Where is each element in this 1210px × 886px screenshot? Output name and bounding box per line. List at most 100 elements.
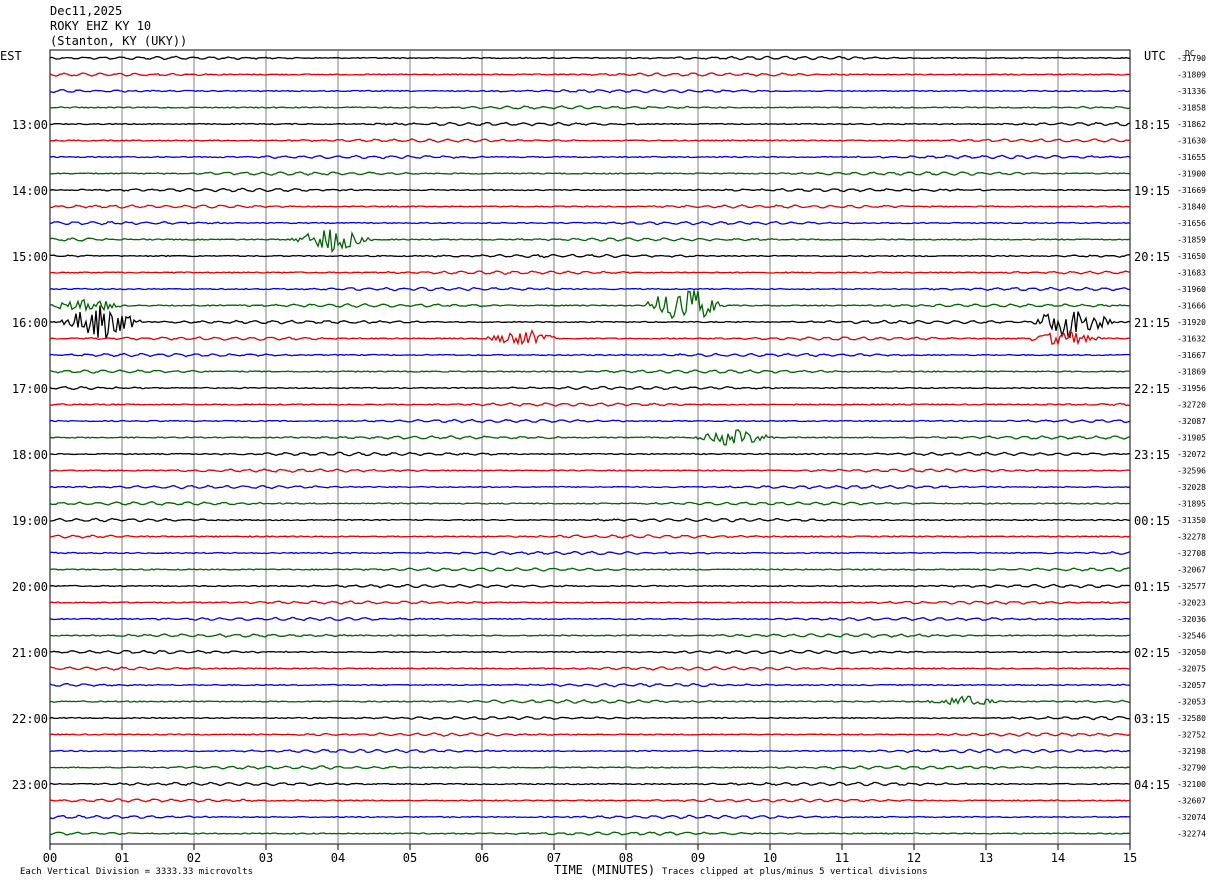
trace-line <box>49 55 1131 61</box>
trace-line <box>49 253 1131 259</box>
dc-offset-label: -32074 <box>1177 813 1206 822</box>
trace-line <box>49 633 1130 638</box>
clip-note: Traces clipped at plus/minus 5 vertical … <box>662 867 928 877</box>
trace-line <box>49 138 1131 143</box>
trace-line <box>49 352 1131 358</box>
dc-offset-label: -31862 <box>1177 120 1206 129</box>
dc-offset-label: -31655 <box>1177 153 1206 162</box>
utc-hour-label: 23:15 <box>1134 448 1170 462</box>
header-location: (Stanton, KY (UKY)) <box>50 34 188 48</box>
dc-offset-label: -31632 <box>1177 335 1206 344</box>
dc-offset-label: -32546 <box>1177 632 1206 641</box>
dc-offset-label: -32050 <box>1177 648 1206 657</box>
dc-offset-label: -32100 <box>1177 780 1206 789</box>
dc-offset-label: -31920 <box>1177 318 1206 327</box>
trace-line <box>49 501 1131 506</box>
scale-note: Each Vertical Division = 3333.33 microvo… <box>20 867 253 877</box>
utc-hour-label: 20:15 <box>1134 250 1170 264</box>
x-tick-label: 08 <box>619 851 633 865</box>
x-tick-label: 03 <box>259 851 273 865</box>
header-date: Dec11,2025 <box>50 4 123 18</box>
dc-offset-label: -31858 <box>1177 104 1206 113</box>
trace-line <box>49 600 1131 605</box>
trace-line <box>49 204 1130 209</box>
utc-hour-labels: 18:15 19:15 20:15 21:15 22:15 23:15 00:15 01:15… <box>1134 118 1170 792</box>
x-tick-label: 05 <box>403 851 417 865</box>
trace-line <box>49 171 1131 176</box>
trace-line <box>50 402 1131 407</box>
est-hour-label: 22:00 <box>12 712 48 726</box>
trace-line <box>49 429 1131 446</box>
trace-line <box>49 105 1131 110</box>
est-hour-label: 23:00 <box>12 778 48 792</box>
trace-line <box>49 270 1131 275</box>
dc-offset-label: -31656 <box>1177 219 1206 228</box>
dc-offset-label: -32023 <box>1177 599 1206 608</box>
trace-line <box>49 369 1130 374</box>
est-hour-label: 18:00 <box>12 448 48 462</box>
dc-offset-label: -32752 <box>1177 731 1206 740</box>
est-hour-labels: 13:00 14:00 15:00 16:00 17:00 18:00 19:00 20:00… <box>12 118 48 792</box>
x-tick-label: 02 <box>187 851 201 865</box>
dc-offset-label: -31350 <box>1177 516 1206 525</box>
x-tick-label: 14 <box>1051 851 1065 865</box>
trace-line <box>49 567 1131 572</box>
dc-offset-label: -32580 <box>1177 714 1206 723</box>
trace-line <box>49 732 1131 737</box>
x-tick-label: 07 <box>547 851 561 865</box>
dc-offset-label: -32577 <box>1177 582 1206 591</box>
vertical-gridlines <box>121 50 1059 844</box>
x-tick-label: 00 <box>43 851 57 865</box>
dc-offset-label: -31859 <box>1177 236 1206 245</box>
x-tick-label: 12 <box>907 851 921 865</box>
trace-line <box>49 831 1131 836</box>
est-hour-label: 21:00 <box>12 646 48 660</box>
dc-offset-label: -31956 <box>1177 384 1206 393</box>
utc-hour-label: 03:15 <box>1134 712 1170 726</box>
trace-line <box>49 715 1130 721</box>
dc-offset-label: -31336 <box>1177 87 1206 96</box>
trace-line <box>49 88 1131 94</box>
dc-offset-label: -31905 <box>1177 434 1206 443</box>
trace-line <box>49 583 1131 589</box>
est-hour-label: 17:00 <box>12 382 48 396</box>
trace-line <box>49 517 1131 523</box>
x-tick-label: 13 <box>979 851 993 865</box>
trace-line <box>49 72 1131 77</box>
utc-hour-label: 04:15 <box>1134 778 1170 792</box>
trace-line <box>49 220 1131 226</box>
trace-line <box>49 290 1131 320</box>
dc-offset-label: -32036 <box>1177 615 1206 624</box>
x-axis-ticks: 00 01 02 03 04 05 06 07 08 09 10 11 12 13 14 15 <box>43 844 1137 865</box>
utc-hour-label: 00:15 <box>1134 514 1170 528</box>
dc-offset-label: -32067 <box>1177 566 1206 575</box>
x-tick-label: 06 <box>475 851 489 865</box>
dc-offset-label: -31666 <box>1177 302 1206 311</box>
utc-hour-label: 22:15 <box>1134 382 1170 396</box>
dc-offset-labels: -31790 -31809 -31336 -31858 -31862 -31630 -316… <box>1177 54 1206 839</box>
trace-line <box>49 121 1131 127</box>
dc-offset-label: -32057 <box>1177 681 1206 690</box>
dc-offset-label: -31669 <box>1177 186 1206 195</box>
trace-line <box>50 765 1131 770</box>
left-timezone-label: EST <box>0 49 22 63</box>
trace-line <box>49 748 1131 754</box>
est-hour-label: 15:00 <box>12 250 48 264</box>
dc-offset-label: -32075 <box>1177 665 1206 674</box>
trace-line <box>49 286 1131 292</box>
x-axis-title: TIME (MINUTES) <box>554 863 656 877</box>
trace-line <box>49 814 1131 820</box>
trace-line <box>49 385 1131 391</box>
trace-line <box>49 329 1131 346</box>
x-tick-label: 15 <box>1123 851 1137 865</box>
trace-line <box>49 798 1131 803</box>
dc-offset-label: -31895 <box>1177 500 1206 509</box>
dc-offset-label: -31840 <box>1177 203 1206 212</box>
dc-offset-label: -32198 <box>1177 747 1206 756</box>
trace-line <box>49 229 1131 254</box>
trace-line <box>49 468 1131 473</box>
est-hour-label: 16:00 <box>12 316 48 330</box>
trace-line <box>49 682 1131 688</box>
dc-offset-label: -31790 <box>1177 54 1206 63</box>
x-tick-label: 10 <box>763 851 777 865</box>
